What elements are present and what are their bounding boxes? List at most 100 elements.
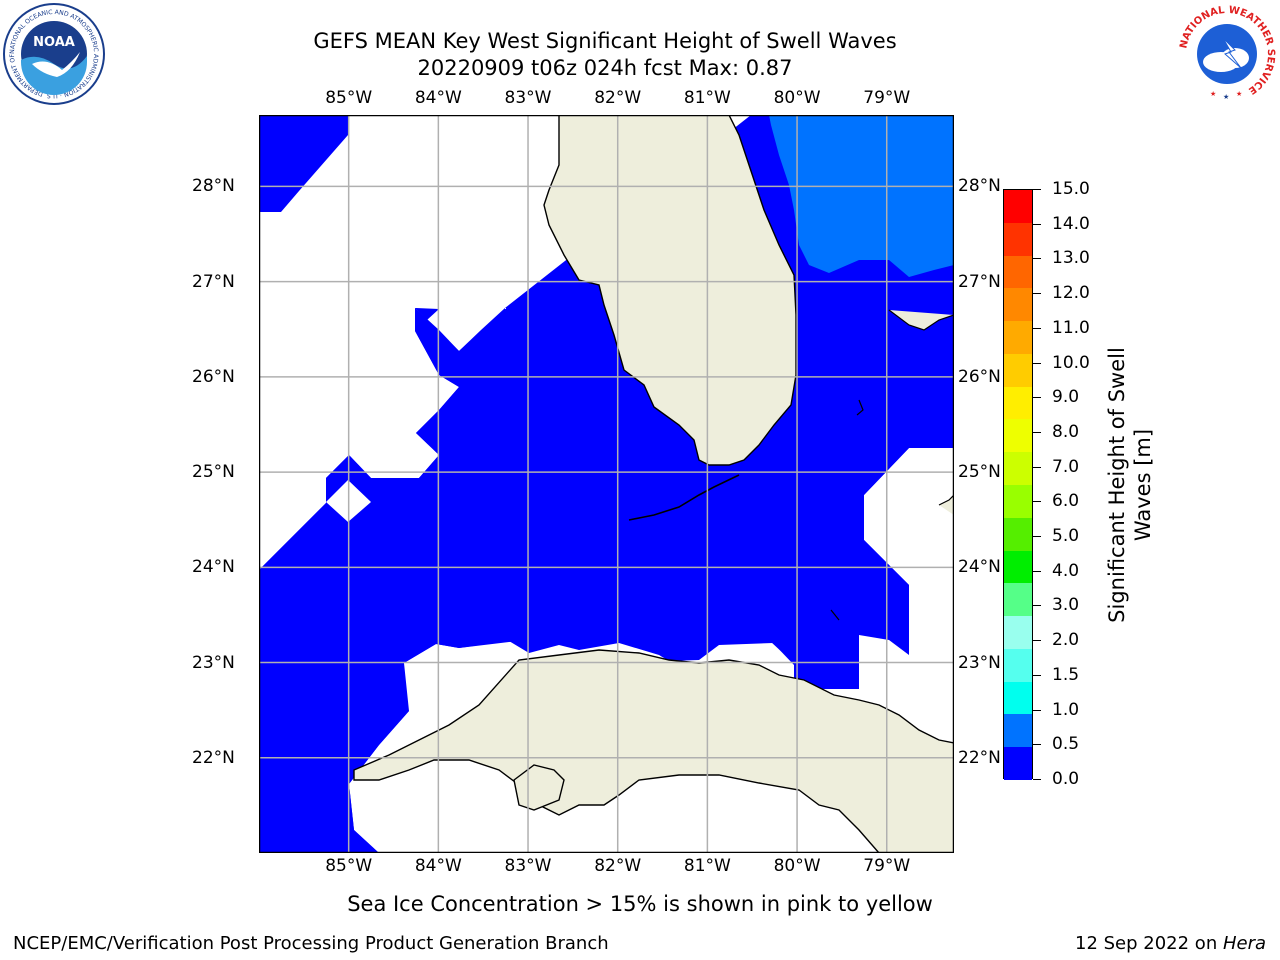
colorbar-tick-mark [1033, 431, 1041, 433]
svg-text:★: ★ [1210, 90, 1216, 98]
colorbar-tick-mark [1033, 536, 1041, 538]
lon-label-top: 82°W [594, 88, 642, 108]
colorbar-tick-label: 11.0 [1052, 317, 1090, 338]
colorbar-tick-label: 2.0 [1052, 630, 1080, 651]
lat-label-right: 24°N [958, 557, 1001, 578]
colorbar-tick-mark [1033, 570, 1041, 572]
lon-label-bottom: 81°W [683, 856, 731, 876]
colorbar-tick-mark [1033, 362, 1041, 364]
lat-label-right: 28°N [958, 176, 1001, 197]
colorbar-title: Significant Height of Swell Waves [m] [1104, 320, 1156, 650]
colorbar-tick-mark [1033, 640, 1041, 642]
colorbar-segment [1004, 255, 1032, 289]
colorbar-tick-mark [1033, 293, 1041, 295]
footer-host: Hera [1222, 933, 1266, 954]
colorbar-tick-label: 12.0 [1052, 283, 1090, 304]
colorbar-tick-label: 3.0 [1052, 595, 1080, 616]
colorbar-tick-label: 9.0 [1052, 387, 1080, 408]
colorbar-tick-label: 1.5 [1052, 664, 1080, 685]
lon-label-bottom: 79°W [863, 856, 911, 876]
colorbar-tick-label: 7.0 [1052, 456, 1080, 477]
footer-date-text: 12 Sep 2022 on [1075, 933, 1223, 954]
colorbar-tick-mark [1033, 605, 1041, 607]
noaa-logo: NATIONAL OCEANIC AND ATMOSPHERIC ADMINIS… [2, 2, 105, 105]
chart-subtitle: 20220909 t06z 024h fcst Max: 0.87 [417, 56, 793, 80]
colorbar-tick-mark [1033, 189, 1041, 190]
lon-label-top: 85°W [325, 88, 373, 108]
lon-label-top: 80°W [773, 88, 821, 108]
lat-label-right: 26°N [958, 366, 1001, 387]
colorbar-tick-mark [1033, 397, 1041, 399]
colorbar-segment [1004, 550, 1032, 584]
colorbar-tick-label: 6.0 [1052, 491, 1080, 512]
colorbar-segment [1004, 714, 1032, 748]
colorbar-tick-label: 14.0 [1052, 213, 1090, 234]
lon-label-bottom: 83°W [504, 856, 552, 876]
colorbar-segment [1004, 485, 1032, 519]
swell-field-high [769, 115, 954, 277]
swell-field-gulf [259, 265, 954, 853]
sea-ice-footnote: Sea Ice Concentration > 15% is shown in … [347, 892, 933, 916]
colorbar-tick-label: 15.0 [1052, 179, 1090, 199]
colorbar [1003, 189, 1033, 781]
colorbar-segment [1004, 747, 1032, 781]
lon-label-bottom: 85°W [325, 856, 373, 876]
graticule [259, 115, 954, 853]
noaa-logo-text: NOAA [33, 35, 75, 50]
florida-keys [628, 474, 740, 521]
svg-text:★: ★ [1223, 93, 1229, 101]
colorbar-tick-mark [1033, 501, 1041, 503]
lon-label-bottom: 82°W [594, 856, 642, 876]
colorbar-segment [1004, 648, 1032, 683]
no-data-holes [326, 480, 841, 853]
colorbar-segment [1004, 190, 1032, 224]
colorbar-tick-label: 0.5 [1052, 734, 1080, 755]
lat-label-right: 27°N [958, 271, 1001, 292]
land-bahamas [888, 309, 954, 331]
map-panel [259, 115, 954, 853]
lat-label-left: 27°N [192, 271, 235, 292]
colorbar-tick-mark [1033, 674, 1041, 676]
colorbar-tick-mark [1033, 223, 1041, 225]
colorbar-tick-mark [1033, 709, 1041, 711]
colorbar-segment [1004, 616, 1032, 650]
nws-logo: NATIONAL WEATHER SERVICE ★ ★ ★ [1177, 4, 1277, 104]
colorbar-tick-mark [1033, 779, 1041, 780]
lat-label-left: 24°N [192, 557, 235, 578]
lat-label-left: 26°N [192, 366, 235, 387]
colorbar-segment [1004, 386, 1032, 420]
lat-label-left: 22°N [192, 747, 235, 768]
lat-label-right: 25°N [958, 462, 1001, 483]
lon-label-top: 84°W [414, 88, 462, 108]
colorbar-segment [1004, 419, 1032, 453]
colorbar-segment [1004, 288, 1032, 322]
colorbar-segment [1004, 222, 1032, 257]
colorbar-title-line2: Waves [m] [1131, 428, 1155, 542]
lon-label-top: 81°W [683, 88, 731, 108]
chart-title: GEFS MEAN Key West Significant Height of… [313, 29, 897, 53]
colorbar-tick-label: 1.0 [1052, 699, 1080, 720]
footer-date: 12 Sep 2022 on Hera [1075, 933, 1266, 954]
lon-label-top: 83°W [504, 88, 552, 108]
colorbar-segment [1004, 452, 1032, 486]
colorbar-tick-mark [1033, 327, 1041, 329]
colorbar-tick-label: 13.0 [1052, 248, 1090, 269]
colorbar-tick-label: 0.0 [1052, 769, 1080, 789]
lon-label-bottom: 80°W [773, 856, 821, 876]
svg-text:★: ★ [1236, 90, 1242, 98]
colorbar-segment [1004, 321, 1032, 355]
colorbar-tick-label: 10.0 [1052, 352, 1090, 373]
footer-credit: NCEP/EMC/Verification Post Processing Pr… [13, 933, 609, 954]
land-isla-juventud [513, 764, 565, 811]
lat-label-left: 25°N [192, 462, 235, 483]
colorbar-tick-mark [1033, 258, 1041, 260]
lat-label-left: 23°N [192, 652, 235, 673]
colorbar-segment [1004, 583, 1032, 617]
map-border [259, 115, 954, 853]
lat-label-right: 23°N [958, 652, 1001, 673]
colorbar-tick-mark [1033, 466, 1041, 468]
colorbar-tick-label: 8.0 [1052, 421, 1080, 442]
colorbar-tick-label: 5.0 [1052, 526, 1080, 547]
lat-label-right: 22°N [958, 747, 1001, 768]
lon-label-top: 79°W [863, 88, 911, 108]
